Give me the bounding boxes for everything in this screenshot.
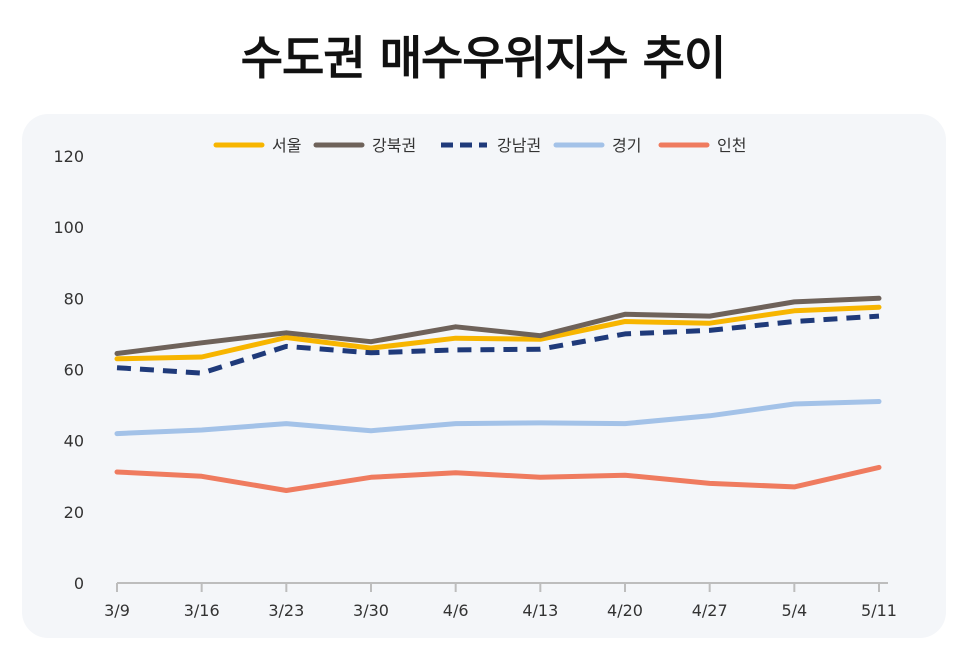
chart-panel xyxy=(22,114,946,638)
legend-label-경기: 경기 xyxy=(612,136,641,155)
x-tick-label: 4/27 xyxy=(692,601,728,620)
x-tick-label: 3/16 xyxy=(184,601,220,620)
x-tick-label: 5/4 xyxy=(781,601,807,620)
series-lines xyxy=(114,295,882,493)
series-line-강남권 xyxy=(116,313,880,376)
x-tick-label: 4/6 xyxy=(443,601,469,620)
legend-label-서울: 서울 xyxy=(272,136,301,155)
axes: 0 20 40 60 80 100 120 3/9 3/16 3/23 3/30 4/6 4/13 4/2… xyxy=(53,147,897,620)
x-tick-label: 3/30 xyxy=(353,601,389,620)
x-tick-label: 4/20 xyxy=(607,601,643,620)
x-tick-label: 3/9 xyxy=(104,601,130,620)
legend-label-강남권: 강남권 xyxy=(497,136,541,155)
chart-title: 수도권 매수우위지수 추이 xyxy=(240,31,727,85)
x-tick-label: 5/11 xyxy=(861,601,897,620)
x-tick-label: 3/23 xyxy=(268,601,304,620)
y-tick-label: 80 xyxy=(64,289,84,308)
x-tick-label: 4/13 xyxy=(522,601,558,620)
legend-label-강북권: 강북권 xyxy=(372,136,416,155)
y-tick-label: 40 xyxy=(64,432,84,451)
y-tick-label: 120 xyxy=(53,147,84,166)
y-tick-label: 20 xyxy=(64,503,84,522)
series-line-인천 xyxy=(114,464,882,493)
series-line-서울 xyxy=(114,304,882,362)
legend-label-인천: 인천 xyxy=(717,136,746,155)
y-tick-label: 0 xyxy=(74,574,84,593)
y-tick-label: 60 xyxy=(64,361,84,380)
series-line-강북권 xyxy=(114,295,882,356)
series-line-경기 xyxy=(114,399,882,437)
legend: 서울 강북권 강남권 경기 인천 xyxy=(213,136,746,155)
y-tick-label: 100 xyxy=(53,218,84,237)
